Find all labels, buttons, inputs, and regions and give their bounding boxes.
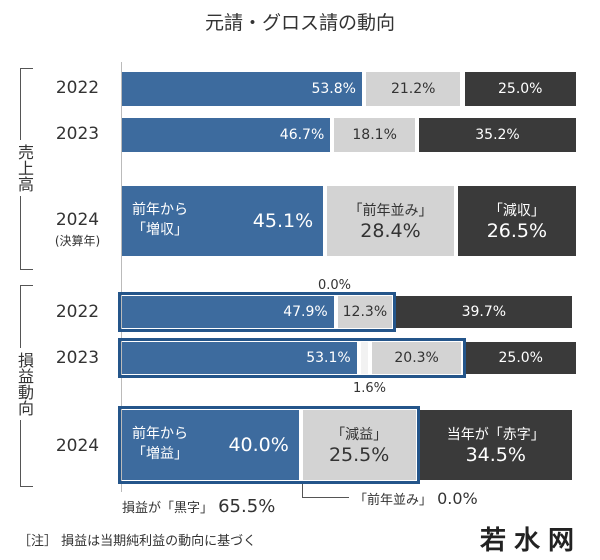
watermark: 若水网 [480,526,583,556]
data-label: 18.1% [352,127,397,143]
bar-segment: 「減益」 25.5% [302,410,416,480]
year-label: 2023 [55,124,100,144]
annotation-pl2023-flat: 1.6% [353,381,387,396]
bar-segment: 53.1% [122,342,357,374]
segment-category: 前年から 「増収」 [132,202,188,238]
footnote: ［注］ 損益は当期純利益の動向に基づく [18,534,257,549]
chart-title: 元請・グロス請の動向 [204,12,395,34]
data-label: 12.3% [342,304,388,320]
bar-segment: 46.7% [122,118,331,152]
bar-segment: 35.2% [419,118,576,152]
annotation-black: 損益が「黒字」 65.5% [122,496,275,517]
flat-value: 0.0% [437,489,478,508]
data-label: 25.5% [328,444,390,466]
data-label: 46.7% [279,127,325,143]
annotation-pl2022-flat: 0.0% [318,278,352,293]
segment-category: 前年から 「増益」 [132,426,188,462]
data-label: 21.2% [390,81,436,97]
bar-segment: 53.8% [122,72,362,106]
profit-outline [118,338,466,378]
black-label: 損益が「黒字」 [122,501,214,516]
year-label: 2024 [55,210,100,230]
data-label: 34.5% [465,444,526,466]
data-label: 25.0% [498,81,543,97]
flat-label: 「前年並み」 [354,493,433,508]
segment-category: 当年が「赤字」 [446,427,545,443]
segment-category: 「前年並み」 [348,203,433,219]
data-label: 45.1% [252,210,314,232]
data-label: 53.1% [306,350,351,366]
data-label: 20.3% [394,350,439,366]
bar-segment: 21.2% [365,72,461,106]
bar-segment: 20.3% [371,342,462,374]
year-label: 2022 [55,78,100,98]
bar-segment: 前年から 「増益」 40.0% [122,410,299,480]
profit-outline [118,292,397,332]
segment-category: 「減収」 [488,203,545,219]
profit-outline [118,406,420,484]
data-label: 26.5% [486,220,548,242]
year-label: 2022 [55,302,100,322]
group-label-sales: 売上高 [12,140,36,196]
group-label-pl: 損益動向 [12,348,36,420]
bar-segment [360,342,368,374]
bar-segment: 25.0% [464,72,576,106]
bar-segment: 18.1% [334,118,415,152]
black-value: 65.5% [218,496,276,517]
bar-segment: 39.7% [396,296,572,328]
data-label: 53.8% [311,81,356,97]
year-sublabel: (決算年) [54,234,101,248]
bar-segment: 12.3% [337,296,393,328]
data-label: 25.0% [498,350,543,366]
bar-segment: 「減収」 26.5% [457,186,576,256]
bar-segment: 47.9% [122,296,334,328]
bar-segment: 25.0% [465,342,576,374]
bar-segment: 前年から 「増収」 45.1% [122,186,324,256]
bar-segment: 「前年並み」 28.4% [327,186,454,256]
data-label: 40.0% [228,434,289,456]
data-label: 28.4% [360,220,421,242]
year-label: 2024 [55,436,100,456]
data-label: 47.9% [283,304,328,320]
connector-line [302,483,349,498]
annotation-flat: 「前年並み」 0.0% [354,489,478,508]
year-label: 2023 [55,348,100,368]
data-label: 35.2% [475,127,520,143]
data-label: 39.7% [461,304,507,320]
bar-segment: 当年が「赤字」 34.5% [419,410,572,480]
segment-category: 「減益」 [331,427,388,443]
axis-line [121,62,122,492]
